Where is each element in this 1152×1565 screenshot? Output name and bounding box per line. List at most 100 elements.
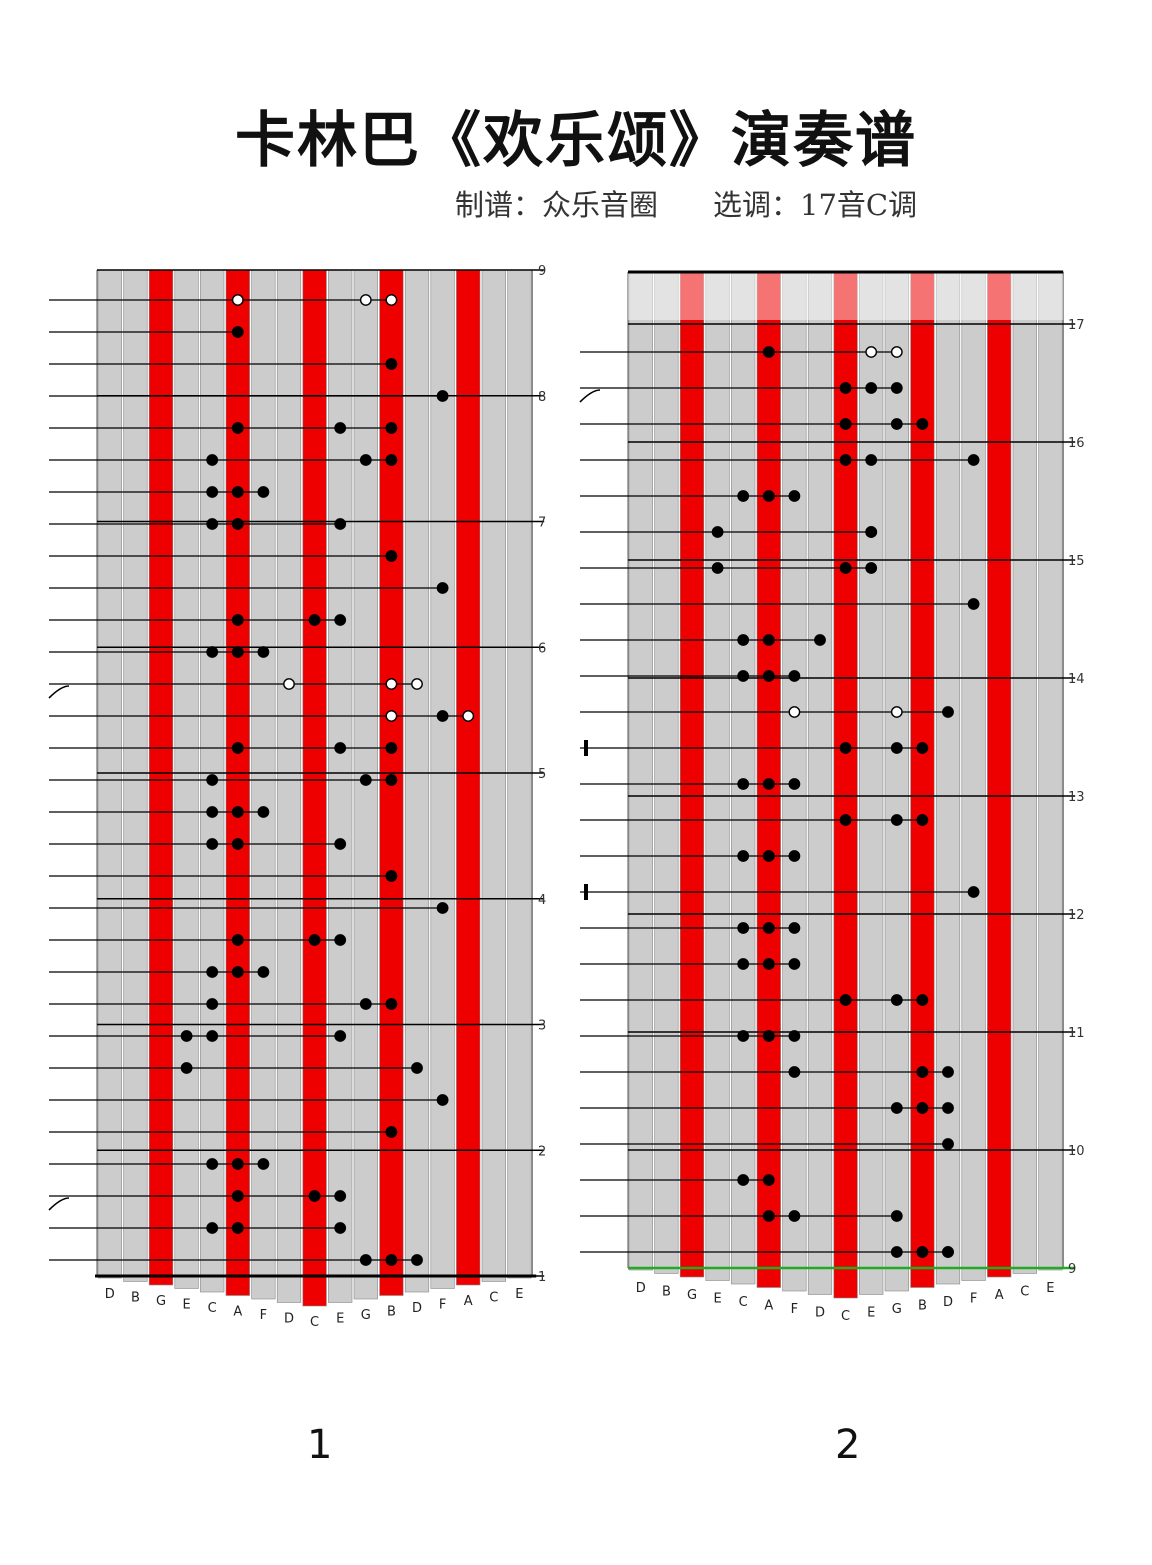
half-note [283,678,295,690]
note-dot [762,634,775,646]
half-note [890,706,903,718]
note-dot [411,1254,423,1266]
key-label: D [943,1295,953,1310]
note-dot [890,1102,903,1114]
measure-number: 11 [1068,1026,1085,1041]
note-dot [762,1210,775,1222]
tine-15 [481,269,506,1282]
note-dot [839,994,852,1006]
note-dot [206,486,219,498]
note-dot [916,1102,929,1114]
note-dot [762,850,775,862]
note-dot [334,422,347,434]
tine-13 [430,269,455,1289]
note-dot [890,382,903,394]
tine-12 [404,269,430,1293]
tine-7 [276,269,302,1303]
note-dot [206,806,219,818]
note-dot [436,582,449,594]
note-dot [865,382,878,394]
half-note [231,294,244,306]
measure-number: 8 [538,390,546,405]
key-label: E [713,1292,721,1307]
note-dot [436,902,449,914]
note-dot [967,454,980,466]
note-dot [334,1190,347,1202]
note-dot [206,966,219,978]
note-dot [967,598,980,610]
note-dot [737,1030,750,1042]
note-dot [762,922,775,934]
key-label: F [791,1302,798,1317]
key-label: D [105,1287,115,1302]
key-label: D [815,1306,825,1321]
subtitle: 制谱：众乐音圈 选调：17音C调 [455,182,972,224]
measure-number: 17 [1068,318,1085,333]
note-dot [206,1030,219,1042]
note-dot [334,614,347,626]
key-label: G [156,1294,166,1309]
note-dot [865,526,878,538]
note-dot [788,922,801,934]
note-dot [411,1062,423,1074]
half-note [890,346,903,358]
measure-number: 15 [1068,554,1085,569]
note-dot [231,742,244,754]
key-label: D [636,1281,646,1296]
note-dot [206,646,219,658]
note-dot [436,1094,449,1106]
key-label: B [662,1285,671,1300]
note-dot [385,1254,398,1266]
note-dot [788,670,801,682]
key-label: A [995,1288,1004,1303]
key-label: C [739,1295,748,1310]
note-dot [231,934,244,946]
note-dot [890,1246,903,1258]
note-dot [206,1222,219,1234]
key-label: A [764,1299,773,1314]
key-label: D [412,1301,422,1316]
tine-0 [97,269,122,1279]
note-dot [359,1254,372,1266]
note-dot [788,850,801,862]
note-dot [206,774,219,786]
note-dot [737,850,750,862]
tine-14 [987,271,1012,1278]
note-dot [257,486,270,498]
key-label: A [233,1305,242,1320]
note-dot [762,490,775,502]
key-label: C [1020,1285,1029,1300]
measure-number: 10 [1068,1144,1085,1159]
note-dot [762,670,775,682]
note-dot [206,454,219,466]
note-dot [711,526,724,538]
note-dot [737,670,750,682]
key-label: E [182,1298,190,1313]
page-number-2: 2 [835,1422,861,1468]
note-dot [231,422,244,434]
grace-mark [48,1197,70,1211]
note-dot [865,562,878,574]
note-dot [334,1222,347,1234]
measure-number: 5 [538,767,546,782]
key-label: F [439,1298,446,1313]
key-label: A [464,1294,473,1309]
tine-16 [1038,271,1063,1271]
note-dot [231,518,244,530]
half-note [865,346,878,358]
tine-16 [507,269,532,1279]
note-dot [180,1030,193,1042]
key-label: E [867,1306,875,1321]
key-label: G [687,1288,697,1303]
note-dot [385,870,398,882]
note-dot [231,1158,244,1170]
note-dot [206,1158,219,1170]
key-label: 选调：17音C调 [713,188,918,222]
note-dot [762,346,775,358]
note-dot [257,806,270,818]
note-dot [385,998,398,1010]
tine-7 [807,271,833,1295]
tine-6 [251,269,276,1300]
note-dot [334,1030,347,1042]
note-dot [231,646,244,658]
